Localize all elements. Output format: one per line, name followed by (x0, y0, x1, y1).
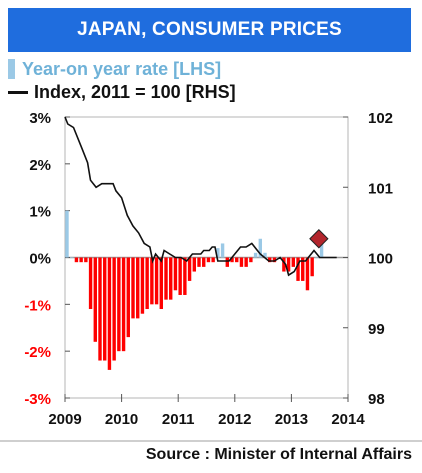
bar (319, 238, 324, 258)
bar (282, 257, 286, 272)
legend-bar-label: Year-on year rate [LHS] (22, 58, 222, 79)
bar (178, 257, 182, 295)
bar (249, 257, 253, 263)
bar (103, 257, 107, 361)
bar (239, 257, 244, 267)
marker-diamond (309, 229, 329, 249)
bar (107, 257, 112, 370)
right-tick-label: 102 (368, 110, 393, 127)
right-tick-label: 98 (368, 391, 385, 408)
source-text: Source : Minister of Internal Affairs (145, 446, 412, 463)
legend-bar-series: Year-on year rate [LHS] (8, 58, 221, 80)
bar (296, 257, 300, 281)
bar (220, 243, 225, 258)
chart-title: JAPAN, CONSUMER PRICES (8, 8, 411, 52)
bar (126, 257, 130, 338)
bar (225, 257, 229, 267)
bar (117, 257, 121, 352)
bar (98, 257, 102, 361)
left-tick-label: -2% (24, 344, 51, 361)
bar (197, 257, 201, 267)
bar (305, 257, 310, 291)
bar (211, 257, 215, 263)
bar (235, 257, 239, 263)
bar (258, 238, 263, 258)
bar (183, 257, 187, 295)
x-tick-label: 2013 (275, 411, 308, 428)
bar (187, 257, 192, 281)
bar (154, 257, 159, 305)
bar (65, 210, 69, 258)
left-tick-label: 2% (29, 157, 51, 174)
bar (121, 257, 126, 352)
bar (131, 257, 135, 319)
bar (79, 257, 83, 263)
bar (173, 257, 178, 291)
bar (272, 257, 277, 263)
right-tick-label: 100 (368, 251, 393, 268)
bar (263, 252, 267, 258)
bar (145, 257, 149, 310)
x-tick-label: 2010 (105, 411, 138, 428)
left-tick-label: -3% (24, 391, 51, 408)
bar (93, 257, 97, 342)
bar (202, 257, 206, 267)
legend-line-series: Index, 2011 = 100 [RHS] (8, 81, 236, 103)
bar (140, 257, 145, 314)
bar (315, 257, 319, 259)
x-tick-label: 2009 (48, 411, 81, 428)
bar (150, 257, 154, 305)
bar (84, 257, 88, 263)
x-tick-label: 2011 (162, 411, 195, 428)
left-tick-label: -1% (24, 297, 51, 314)
legend-line-swatch (8, 90, 28, 94)
bar (216, 248, 220, 258)
bar (230, 257, 234, 263)
right-tick-label: 99 (368, 321, 385, 338)
left-tick-label: 0% (29, 251, 51, 268)
bar (74, 257, 79, 263)
bar (169, 257, 173, 300)
bar (310, 257, 314, 277)
bar (192, 257, 196, 272)
source-footer: Source : Minister of Internal Affairs (0, 440, 422, 468)
x-tick-label: 2014 (331, 411, 365, 428)
bar (291, 257, 296, 267)
bar (159, 257, 163, 310)
bar (70, 257, 74, 259)
legend-line-label: Index, 2011 = 100 [RHS] (34, 81, 236, 102)
bar (301, 257, 305, 281)
bar (244, 257, 248, 267)
left-tick-label: 1% (29, 204, 51, 221)
legend-bar-swatch (8, 59, 15, 79)
left-tick-label: 3% (29, 110, 51, 127)
bar (253, 252, 258, 258)
bar (136, 257, 140, 319)
bar (112, 257, 116, 361)
bar (268, 257, 272, 263)
bar (286, 257, 291, 272)
bar (88, 257, 93, 310)
bar (206, 257, 211, 263)
index-line (64, 116, 337, 277)
right-tick-label: 101 (368, 180, 393, 197)
bar (164, 257, 168, 300)
chart-plot: 3% 2% 1% 0% -1% -2% -3% 102 101 100 99 98 2009 2010 20… (24, 110, 393, 428)
x-tick-label: 2012 (218, 411, 251, 428)
